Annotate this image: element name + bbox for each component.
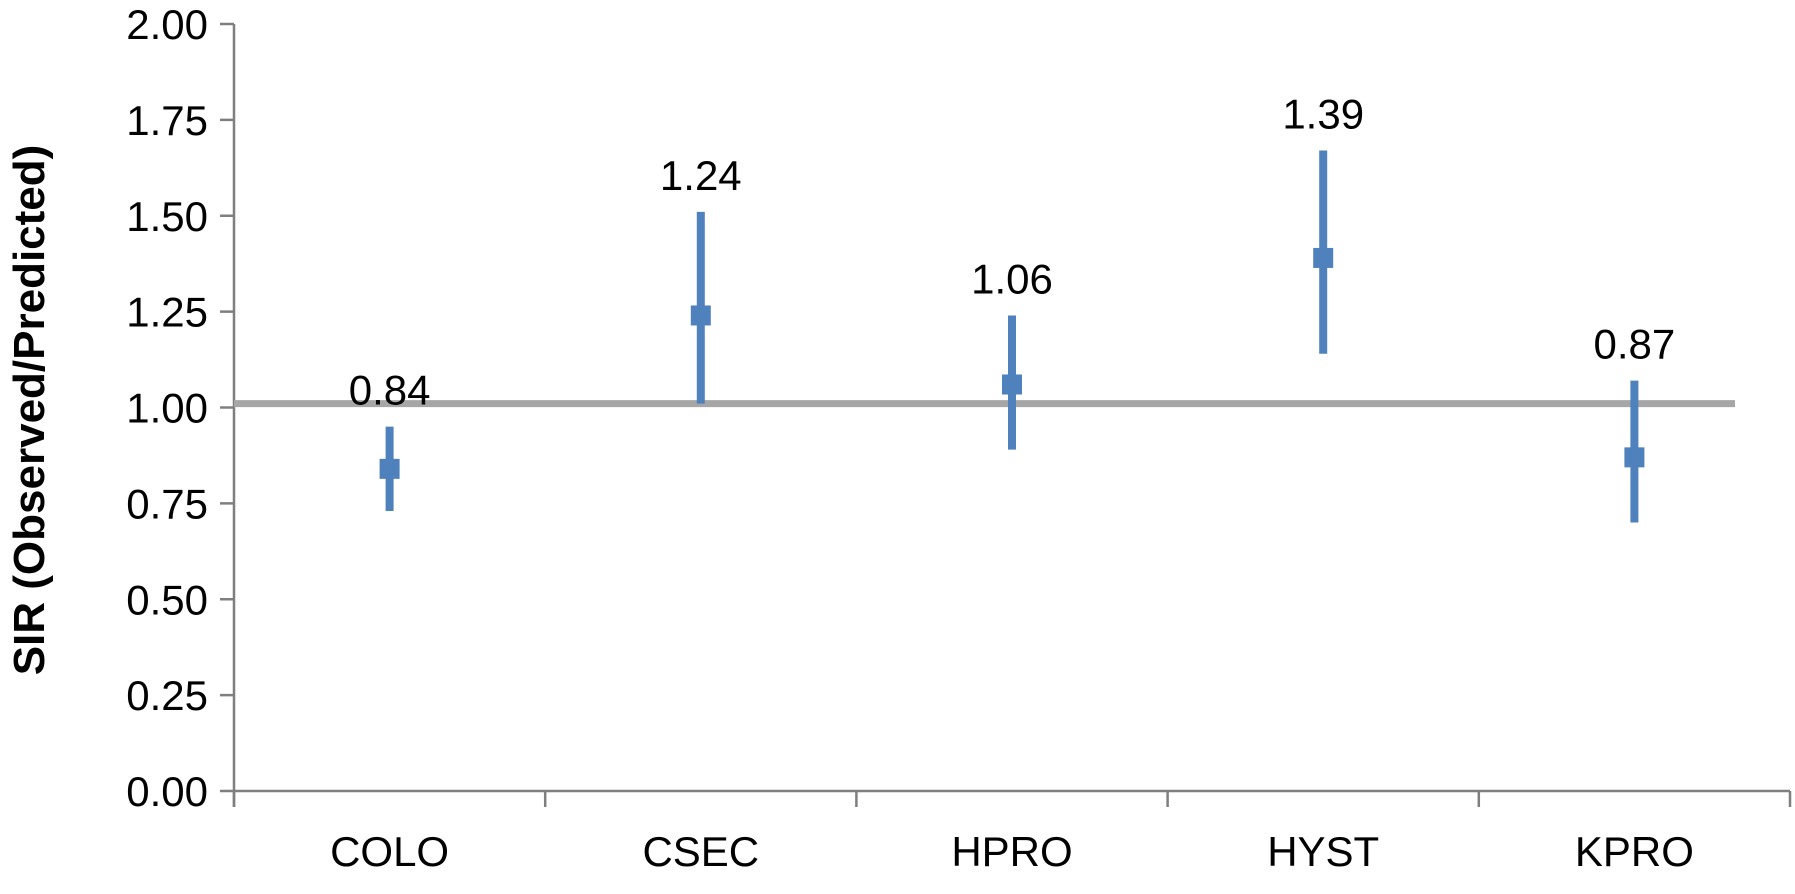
- y-tick-label: 0.00: [126, 768, 208, 815]
- y-tick-label: 1.00: [126, 385, 208, 432]
- data-point: [1624, 447, 1645, 468]
- x-tick-label: COLO: [330, 828, 449, 875]
- x-tick-label: CSEC: [642, 828, 759, 875]
- data-point: [690, 305, 711, 326]
- y-tick-label: 1.75: [126, 97, 208, 144]
- axes-layer: [220, 22, 1792, 807]
- data-point: [1002, 374, 1022, 395]
- data-label: 0.84: [349, 367, 431, 414]
- data-label: 1.06: [971, 255, 1053, 302]
- x-tick-label: HPRO: [951, 828, 1072, 875]
- y-tick-label: 2.00: [126, 1, 208, 48]
- x-tick-label: KPRO: [1575, 828, 1694, 875]
- y-axis-title: SIR (Observed/Predicted): [5, 145, 54, 676]
- y-tick-label: 0.75: [126, 480, 208, 527]
- data-point: [379, 458, 400, 479]
- y-tick-label: 0.50: [126, 576, 208, 623]
- data-point: [1313, 247, 1334, 268]
- labels-layer: 0.00 0.25 0.50 0.75 1.00 1.25 1.50 1.75 2.00 COLO…: [126, 1, 1694, 875]
- y-tick-label: 0.25: [126, 672, 208, 719]
- y-tick-label: 1.50: [126, 193, 208, 240]
- marks-layer: [379, 150, 1645, 523]
- y-tick-label: 1.25: [126, 289, 208, 336]
- data-label: 0.87: [1594, 321, 1676, 368]
- data-label: 1.24: [660, 152, 742, 199]
- x-tick-label: HYST: [1267, 828, 1379, 875]
- data-label: 1.39: [1282, 91, 1364, 138]
